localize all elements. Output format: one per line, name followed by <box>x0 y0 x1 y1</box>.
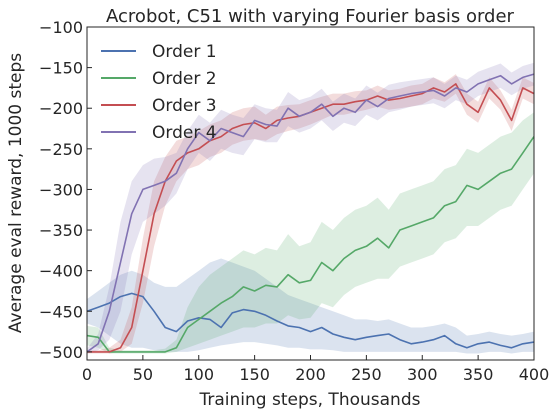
x-tick-label: 100 <box>183 365 214 384</box>
band-4 <box>87 62 534 354</box>
x-tick-label: 50 <box>133 365 153 384</box>
legend: Order 1 Order 2 Order 3 Order 4 <box>101 42 217 143</box>
confidence-bands <box>87 62 534 354</box>
series-lines <box>86 73 535 353</box>
legend-label-1: Order 1 <box>152 42 217 62</box>
x-axis-ticks: 0 50 100 150 200 250 300 350 400 <box>82 355 549 384</box>
series-line-4 <box>86 73 535 353</box>
y-tick-label: −500 <box>39 343 83 362</box>
band-2 <box>87 112 534 354</box>
y-tick-label: −350 <box>39 221 83 240</box>
y-tick-label: −200 <box>39 99 83 118</box>
y-tick-label: −100 <box>39 18 83 37</box>
y-axis-ticks: −500 −450 −400 −350 −300 −250 −200 −150 −100 <box>39 18 92 362</box>
x-tick-label: 200 <box>295 365 326 384</box>
legend-label-2: Order 2 <box>152 69 217 89</box>
y-tick-label: −400 <box>39 262 83 281</box>
x-tick-label: 150 <box>239 365 270 384</box>
y-tick-label: −150 <box>39 59 83 78</box>
x-tick-label: 250 <box>351 365 382 384</box>
legend-label-3: Order 3 <box>152 96 217 116</box>
chart-title: Acrobot, C51 with varying Fourier basis … <box>106 6 515 27</box>
band-3 <box>87 74 534 354</box>
x-tick-label: 0 <box>82 365 92 384</box>
x-axis-label: Training steps, Thousands <box>199 390 421 410</box>
y-tick-label: −450 <box>39 302 83 321</box>
series-line-2 <box>86 136 535 353</box>
series-line-1 <box>86 292 535 349</box>
x-tick-label: 300 <box>407 365 438 384</box>
y-tick-label: −300 <box>39 180 83 199</box>
y-tick-label: −250 <box>39 140 83 159</box>
y-axis-label: Average eval reward, 1000 steps <box>6 53 26 333</box>
x-tick-label: 400 <box>519 365 550 384</box>
legend-label-4: Order 4 <box>152 123 217 143</box>
x-tick-label: 350 <box>463 365 494 384</box>
band-1 <box>87 258 534 354</box>
